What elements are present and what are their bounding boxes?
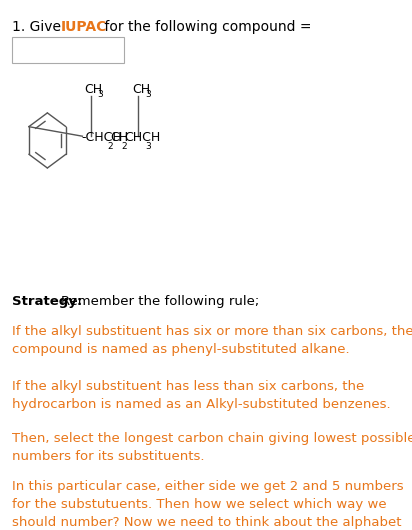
Text: 3: 3: [145, 142, 151, 151]
Text: CH: CH: [132, 83, 150, 96]
Text: If the alkyl substituent has six or more than six carbons, the
compound is named: If the alkyl substituent has six or more…: [12, 325, 412, 356]
Text: In this particular case, either side we get 2 and 5 numbers
for the substutuents: In this particular case, either side we …: [12, 480, 412, 530]
Text: CH: CH: [84, 83, 103, 96]
Text: Then, select the longest carbon chain giving lowest possible
numbers for its sub: Then, select the longest carbon chain gi…: [12, 432, 412, 463]
Text: for the following compound =: for the following compound =: [100, 20, 311, 34]
Text: 2: 2: [107, 142, 112, 151]
Text: 3: 3: [98, 90, 103, 99]
Text: -CHCH: -CHCH: [81, 131, 122, 144]
Text: CHCH: CHCH: [125, 131, 161, 144]
Text: 2: 2: [121, 142, 126, 151]
Text: Remember the following rule;: Remember the following rule;: [61, 295, 259, 308]
Text: IUPAC: IUPAC: [61, 20, 108, 34]
Text: 3: 3: [145, 90, 151, 99]
Text: 1. Give: 1. Give: [12, 20, 66, 34]
Text: Strategy:: Strategy:: [12, 295, 87, 308]
Text: CH: CH: [110, 131, 129, 144]
Text: If the alkyl substituent has less than six carbons, the
hydrocarbon is named as : If the alkyl substituent has less than s…: [12, 380, 391, 411]
FancyBboxPatch shape: [12, 37, 124, 63]
